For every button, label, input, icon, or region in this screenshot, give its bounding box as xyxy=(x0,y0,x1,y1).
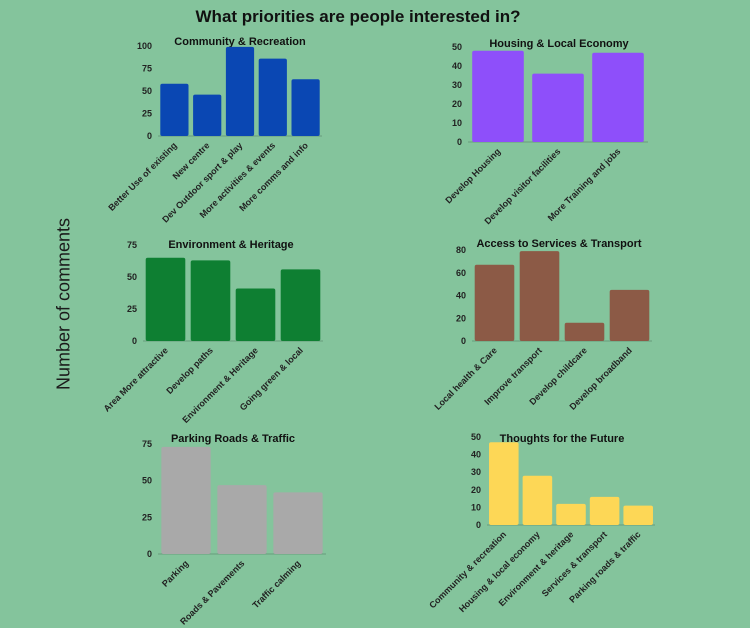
y-tick-label: 30 xyxy=(471,467,481,477)
bar xyxy=(474,264,515,341)
y-tick-label: 50 xyxy=(142,86,152,96)
category-label: Roads & Pavements xyxy=(178,558,246,626)
bar xyxy=(160,83,189,136)
y-tick-label: 0 xyxy=(147,549,152,559)
chart-title: Community & Recreation xyxy=(174,36,306,48)
bar xyxy=(623,505,653,525)
chart-title: Parking Roads & Traffic xyxy=(171,433,295,445)
y-tick-label: 20 xyxy=(456,313,466,323)
y-tick-label: 20 xyxy=(471,485,481,495)
y-tick-label: 40 xyxy=(471,450,481,460)
chart-3: Environment & Heritage 0 25 50 75 Area More a… xyxy=(102,239,323,425)
y-tick-label: 0 xyxy=(132,336,137,346)
y-tick-label: 75 xyxy=(127,240,137,250)
y-tick-label: 0 xyxy=(147,131,152,141)
y-tick-label: 75 xyxy=(142,64,152,74)
bar xyxy=(522,475,553,525)
category-label: Better Use of existing xyxy=(106,140,179,213)
y-tick-label: 0 xyxy=(457,137,462,147)
y-tick-label: 25 xyxy=(142,109,152,119)
bar xyxy=(145,257,186,341)
y-tick-label: 60 xyxy=(456,268,466,278)
chart-1: Community & Recreation 0 25 50 75 100 Better U… xyxy=(106,36,322,224)
y-tick-label: 0 xyxy=(461,336,466,346)
bar xyxy=(225,46,255,136)
bar xyxy=(217,485,267,554)
y-tick-label: 40 xyxy=(452,61,462,71)
y-tick-label: 25 xyxy=(127,304,137,314)
bar xyxy=(190,260,231,341)
page-title: What priorities are people interested in… xyxy=(195,7,521,26)
bar xyxy=(472,50,524,142)
y-tick-label: 10 xyxy=(471,502,481,512)
bar xyxy=(489,442,519,525)
y-tick-label: 50 xyxy=(127,272,137,282)
bar xyxy=(258,58,287,136)
y-tick-label: 20 xyxy=(452,99,462,109)
chart-title: Access to Services & Transport xyxy=(476,238,641,250)
y-tick-label: 10 xyxy=(452,118,462,128)
bar xyxy=(564,322,605,341)
category-label: Parking roads & traffic xyxy=(567,529,642,604)
category-label: Area More attractive xyxy=(102,345,170,413)
bar xyxy=(519,251,560,341)
chart-4: Access to Services & Transport020406080L… xyxy=(432,238,652,412)
chart-5: Parking Roads & Traffic 0 25 50 75 ParkingRoa… xyxy=(142,433,326,627)
bar xyxy=(273,492,323,554)
y-tick-label: 50 xyxy=(452,42,462,52)
category-label: More comms and info xyxy=(237,140,310,213)
bar xyxy=(592,52,644,143)
category-label: Develop paths xyxy=(164,345,215,396)
category-label: Parking xyxy=(160,558,190,588)
bar xyxy=(235,288,276,341)
y-tick-label: 75 xyxy=(142,439,152,449)
category-label: Environment & Heritage xyxy=(180,345,260,425)
bar xyxy=(291,79,320,136)
y-tick-label: 0 xyxy=(476,520,481,530)
bar xyxy=(161,446,211,554)
y-tick-label: 50 xyxy=(142,476,152,486)
bar xyxy=(193,94,222,136)
chart-title: Thoughts for the Future xyxy=(500,433,625,445)
y-tick-label: 50 xyxy=(471,432,481,442)
category-label: Develop Housing xyxy=(443,146,502,205)
y-tick-label: 30 xyxy=(452,80,462,90)
bar xyxy=(609,289,650,341)
y-tick-label: 25 xyxy=(142,512,152,522)
bar xyxy=(589,496,620,525)
y-tick-label: 80 xyxy=(456,245,466,255)
bar xyxy=(556,503,586,525)
y-tick-label: 40 xyxy=(456,291,466,301)
chart-6: Thoughts for the Future01020304050Commun… xyxy=(427,432,655,614)
category-label: Traffic calming xyxy=(250,558,302,610)
y-tick-label: 100 xyxy=(137,41,152,51)
chart-title: Housing & Local Economy xyxy=(489,38,629,50)
category-label: Services & transport xyxy=(540,529,609,598)
chart-2: Housing & Local Economy 0 10 20 30 40 50 Develo… xyxy=(443,38,648,226)
bar xyxy=(532,73,584,142)
chart-title: Environment & Heritage xyxy=(168,239,293,251)
bar xyxy=(280,269,321,341)
